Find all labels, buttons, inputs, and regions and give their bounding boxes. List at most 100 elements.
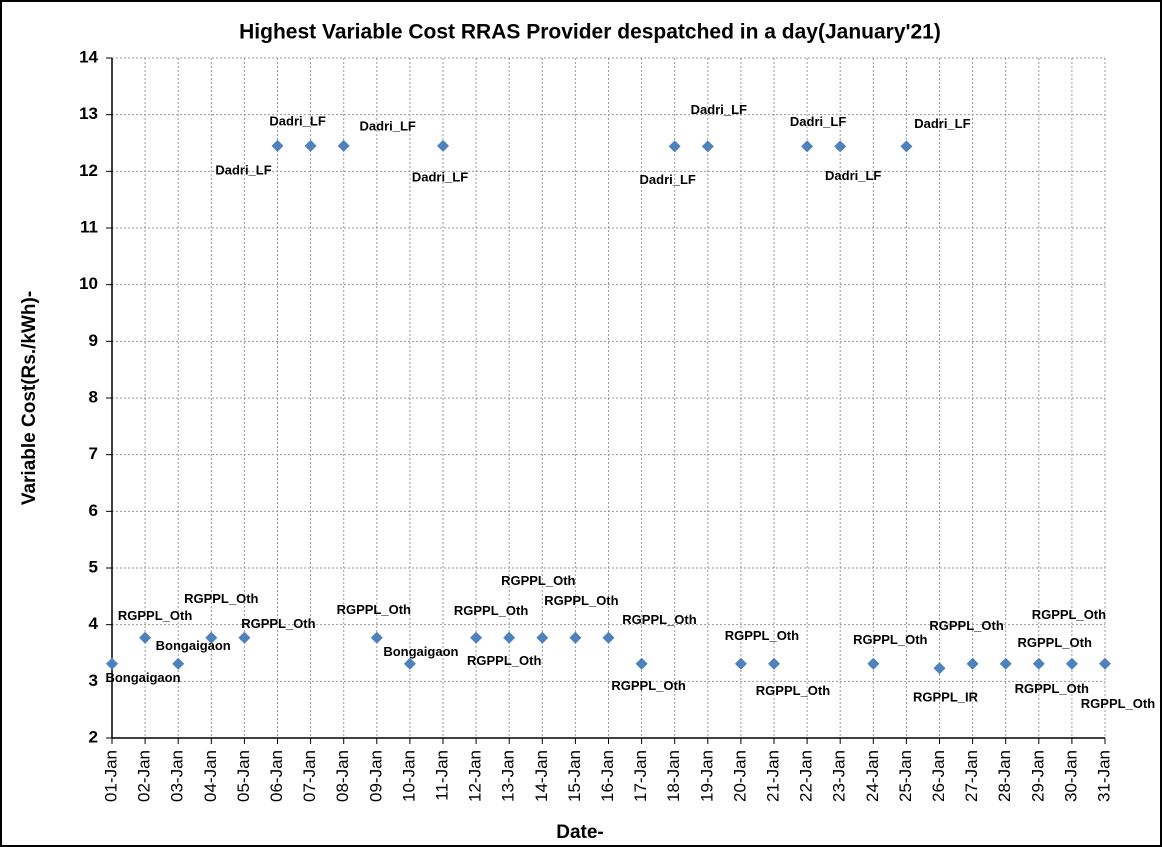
x-tick-label: 05-Jan [234, 750, 253, 802]
y-axis-label: Variable Cost(Rs./kWh)- [19, 291, 40, 505]
point-label: RGPPL_Oth [611, 678, 685, 693]
point [1032, 657, 1045, 670]
y-tick-label: 8 [89, 387, 98, 406]
point-label: RGPPL_IR [913, 690, 979, 705]
point [304, 139, 317, 152]
point-label: RGPPL_Oth [1017, 635, 1091, 650]
x-tick-label: 04-Jan [201, 750, 220, 802]
point [503, 631, 516, 644]
x-tick-label: 20-Jan [730, 750, 749, 802]
point [701, 140, 714, 153]
x-tick-label: 11-Jan [432, 750, 451, 801]
x-tick-label: 02-Jan [135, 750, 154, 802]
x-tick-label: 12-Jan [466, 750, 485, 802]
point-label: RGPPL_Oth [1081, 696, 1155, 711]
point-label: Dadri_LF [914, 116, 970, 131]
y-tick-label: 12 [79, 161, 98, 180]
point-label: Dadri_LF [269, 113, 325, 128]
point [370, 631, 383, 644]
x-tick-label: 21-Jan [763, 750, 782, 802]
y-tick-label: 3 [89, 671, 98, 690]
point [139, 631, 152, 644]
y-tick-label: 10 [79, 274, 98, 293]
point [172, 657, 185, 670]
x-axis-label: Date- [556, 822, 604, 843]
point [205, 631, 218, 644]
point [933, 662, 946, 675]
point-label: Dadri_LF [360, 118, 416, 133]
x-tick-label: 25-Jan [896, 750, 915, 802]
point [403, 657, 416, 670]
point-label: RGPPL_Oth [853, 632, 927, 647]
x-tick-label: 31-Jan [1094, 750, 1113, 802]
x-tick-label: 08-Jan [333, 750, 352, 802]
x-tick-label: 09-Jan [366, 750, 385, 802]
point [867, 657, 880, 670]
x-tick-label: 28-Jan [995, 750, 1014, 802]
x-tick-label: 01-Jan [101, 750, 120, 802]
point-label: RGPPL_Oth [467, 653, 541, 668]
x-tick-label: 06-Jan [267, 750, 286, 802]
y-tick-label: 2 [89, 727, 98, 746]
x-tick-label: 29-Jan [1028, 750, 1047, 802]
point [966, 657, 979, 670]
point [635, 657, 648, 670]
point-label: RGPPL_Oth [1032, 607, 1106, 622]
point-label: Dadri_LF [825, 168, 881, 183]
point [470, 631, 483, 644]
point-label: RGPPL_Oth [544, 593, 618, 608]
x-tick-label: 17-Jan [631, 750, 650, 802]
point [734, 657, 747, 670]
point-label: Dadri_LF [790, 114, 846, 129]
point-label: RGPPL_Oth [756, 683, 830, 698]
x-tick-label: 13-Jan [499, 750, 518, 802]
x-tick-label: 19-Jan [697, 750, 716, 802]
y-tick-label: 14 [79, 47, 98, 66]
point-label: Dadri_LF [640, 172, 696, 187]
y-tick-label: 9 [89, 331, 98, 350]
x-tick-label: 22-Jan [797, 750, 816, 802]
x-tick-label: 07-Jan [300, 750, 319, 802]
point [106, 657, 118, 670]
x-tick-label: 23-Jan [830, 750, 849, 802]
point-label: RGPPL_Oth [622, 612, 696, 627]
point [801, 140, 814, 153]
x-tick-label: 15-Jan [565, 750, 584, 802]
point [569, 631, 582, 644]
chart-title: Highest Variable Cost RRAS Provider desp… [239, 21, 941, 44]
point-label: RGPPL_Oth [337, 602, 411, 617]
point-label: RGPPL_Oth [184, 591, 258, 606]
point [900, 140, 913, 153]
x-tick-label: 24-Jan [863, 750, 882, 802]
y-tick-label: 13 [79, 104, 98, 123]
x-tick-label: 03-Jan [168, 750, 187, 802]
y-tick-label: 4 [89, 614, 99, 633]
point [1099, 657, 1111, 670]
point [437, 139, 449, 152]
point [238, 631, 251, 644]
x-tick-label: 18-Jan [664, 750, 683, 802]
x-tick-label: 16-Jan [598, 750, 617, 802]
point-label: Bongaigaon [156, 638, 231, 653]
point [337, 139, 350, 152]
point-label: RGPPL_Oth [725, 628, 799, 643]
point-label: RGPPL_Oth [454, 603, 528, 618]
point-label: RGPPL_Oth [501, 573, 575, 588]
point [602, 631, 615, 644]
point [536, 631, 549, 644]
x-tick-label: 10-Jan [399, 750, 418, 802]
point [668, 140, 681, 153]
point-label: RGPPL_Oth [241, 616, 315, 631]
y-tick-label: 5 [89, 557, 98, 576]
x-tick-label: 27-Jan [962, 750, 981, 802]
point-label: Dadri_LF [215, 162, 271, 177]
point [768, 657, 780, 670]
point [834, 140, 847, 153]
y-tick-label: 7 [89, 444, 98, 463]
point [271, 139, 284, 152]
point-label: Bongaigaon [383, 644, 458, 659]
x-tick-label: 14-Jan [532, 750, 551, 802]
point-label: Bongaigaon [105, 670, 180, 685]
